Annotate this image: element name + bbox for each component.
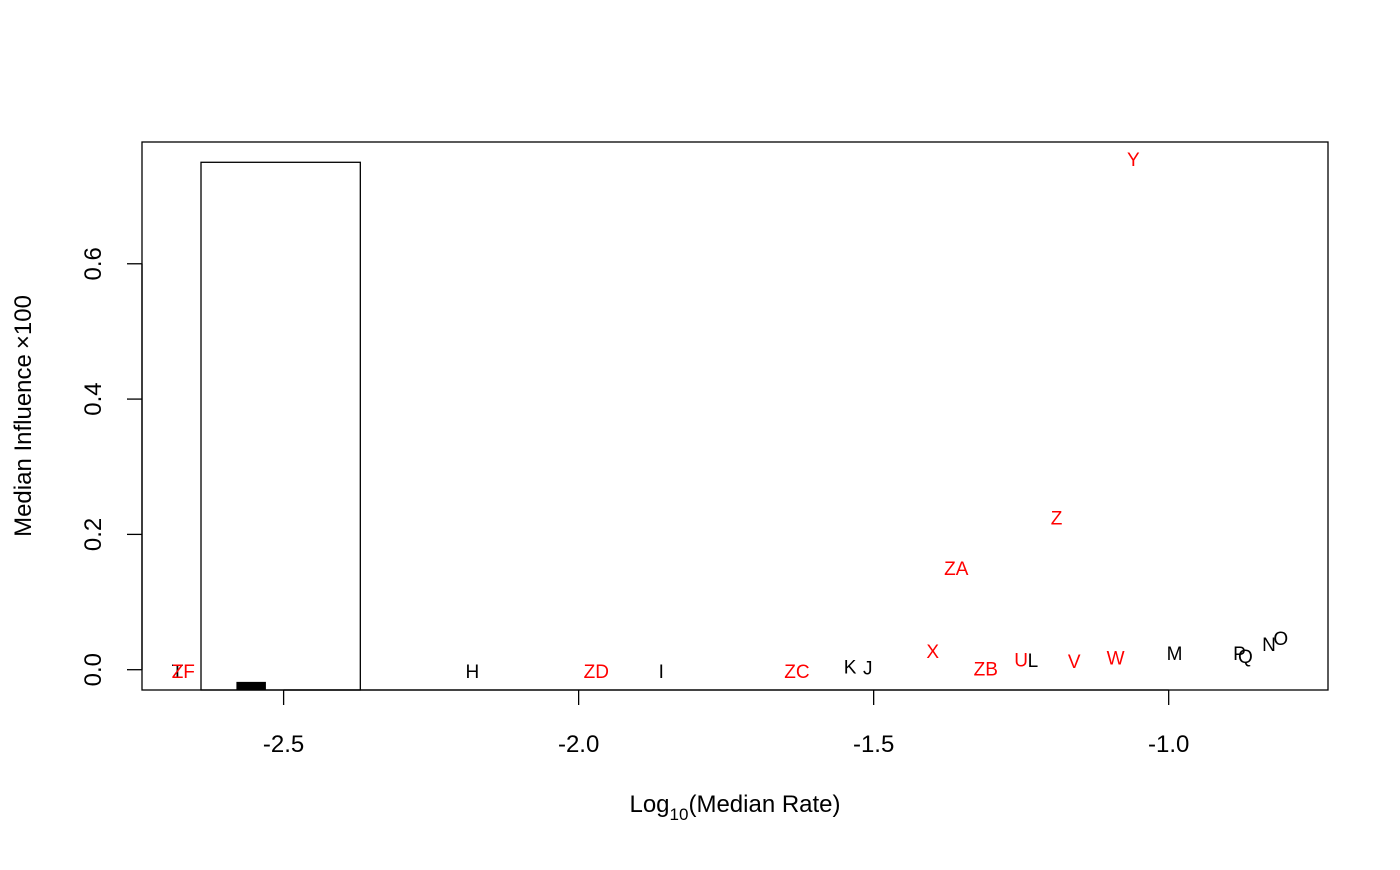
inset-histogram-marker <box>236 681 266 690</box>
data-point-label: L <box>1028 651 1039 672</box>
y-tick-label: 0.4 <box>80 382 107 415</box>
x-axis-title: Log10(Median Rate) <box>629 791 840 824</box>
data-point-label: N <box>1262 635 1276 656</box>
data-point-label: K <box>844 657 857 678</box>
x-tick-label: -2.5 <box>263 731 304 758</box>
x-tick-label: -1.5 <box>853 731 894 758</box>
y-tick-label: 0.2 <box>80 518 107 551</box>
data-point-label: ZD <box>584 662 609 683</box>
data-point-label: Q <box>1238 647 1253 668</box>
data-point-label: O <box>1273 629 1288 650</box>
inset-histogram-bar <box>200 161 361 691</box>
data-point-label: ZB <box>974 659 998 680</box>
y-tick-label: 0.6 <box>80 247 107 280</box>
data-point-label: T <box>172 662 184 683</box>
data-point-label: U <box>1014 651 1028 672</box>
y-axis-title-suffix: 100 <box>10 295 37 335</box>
data-point-label: Y <box>1127 150 1140 171</box>
data-point-label: M <box>1167 644 1183 665</box>
y-axis-title-prefix: Median Influence <box>10 354 37 537</box>
y-axis-title: Median Influence ×100 <box>10 295 37 537</box>
data-point-label: Z <box>1051 508 1063 529</box>
data-point-label: ZC <box>784 662 809 683</box>
data-point-label: I <box>659 662 664 683</box>
data-point-label: ZA <box>944 559 969 580</box>
y-tick-label: 0.0 <box>80 653 107 686</box>
data-point-label: W <box>1107 649 1125 670</box>
x-axis-title-suffix: (Median Rate) <box>688 791 840 818</box>
data-point-label: P <box>1233 644 1246 665</box>
y-axis: 0.0 0.2 0.4 0.6 <box>80 247 143 686</box>
y-axis-title-times: × <box>10 335 37 349</box>
x-axis-title-prefix: Log <box>629 791 669 818</box>
x-tick-label: -2.0 <box>558 731 599 758</box>
data-point-label: V <box>1068 652 1081 673</box>
x-axis: -2.5 -2.0 -1.5 -1.0 <box>263 689 1189 758</box>
data-point-label: H <box>466 662 480 683</box>
data-point-label: X <box>926 642 939 663</box>
x-tick-label: -1.0 <box>1148 731 1189 758</box>
data-point-label: J <box>863 659 873 680</box>
inset-histogram <box>200 161 361 691</box>
data-point-label: ZF <box>172 662 195 683</box>
x-axis-title-subscript: 10 <box>670 805 689 824</box>
